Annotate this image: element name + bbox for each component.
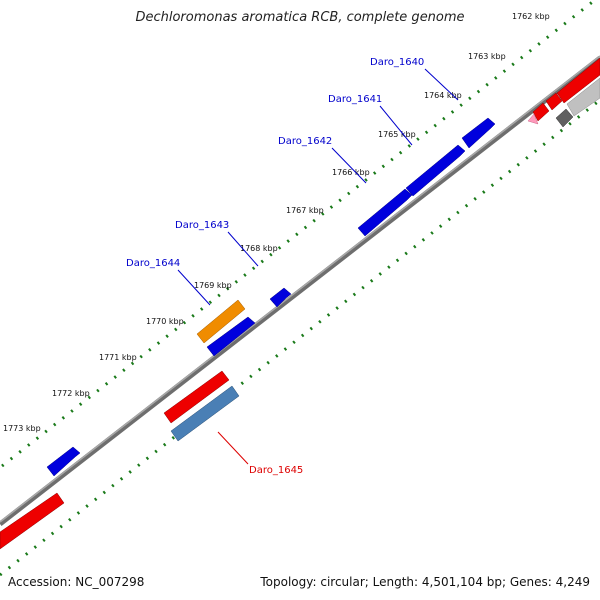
scale-tick-label: 1769 kbp <box>194 281 232 290</box>
gene-arrow-daro-1642[interactable] <box>357 188 413 237</box>
gene-label[interactable]: Daro_1643 <box>175 220 229 231</box>
gene-label-leader-line <box>379 105 413 146</box>
gene-arrow-daro-1640[interactable] <box>461 117 496 149</box>
scale-tick-label: 1765 kbp <box>378 130 416 139</box>
gene-bar-red-lower-left[interactable] <box>0 492 65 550</box>
gene-bar-steel-blue[interactable] <box>170 385 240 442</box>
gene-label[interactable]: Daro_1644 <box>126 258 180 269</box>
map-title: Dechloromonas aromatica RCB, complete ge… <box>135 10 465 25</box>
scale-tick-label: 1762 kbp <box>512 12 550 21</box>
reverse-strand-genes <box>0 370 240 550</box>
genome-backbone-highlight <box>0 55 600 523</box>
gene-label-leader-line <box>177 269 211 306</box>
gene-label[interactable]: Daro_1645 <box>249 465 303 476</box>
gene-label[interactable]: Daro_1642 <box>278 136 332 147</box>
scale-tick-label: 1770 kbp <box>146 317 184 326</box>
gene-bar-red-ur-3[interactable] <box>556 57 600 104</box>
outer-scale-ring <box>1 0 598 468</box>
genome-backbone <box>0 56 600 526</box>
scale-tick-label: 1772 kbp <box>52 389 90 398</box>
scale-tick-label: 1764 kbp <box>424 91 462 100</box>
gene-label[interactable]: Daro_1640 <box>370 57 424 68</box>
gene-label-leader-line <box>217 431 249 465</box>
gene-bar-dark-grey-ur[interactable] <box>555 108 574 128</box>
scale-tick-label: 1767 kbp <box>286 206 324 215</box>
gene-arrow-red-ur-1[interactable] <box>532 102 550 122</box>
gene-label-leader-line <box>227 231 259 267</box>
gene-arrow-daro-1644[interactable] <box>206 316 256 357</box>
gene-label-leader-line <box>424 68 459 101</box>
gene-bar-grey-ur[interactable] <box>566 77 600 117</box>
scale-tick-label: 1768 kbp <box>240 244 278 253</box>
gene-bar-orange[interactable] <box>196 299 246 344</box>
genome-summary-footer: Topology: circular; Length: 4,501,104 bp… <box>260 575 590 589</box>
scale-tick-label: 1766 kbp <box>332 168 370 177</box>
scale-tick-label: 1773 kbp <box>3 424 41 433</box>
scale-tick-labels: 1762 kbp 1763 kbp 1764 kbp 1765 kbp 1766 kbp… <box>3 12 550 433</box>
gene-cluster-upper-right <box>527 57 600 128</box>
gene-arrow-daro-1643[interactable] <box>269 287 292 308</box>
gene-arrow-pink-ur[interactable] <box>527 113 539 125</box>
scale-tick-label: 1763 kbp <box>468 52 506 61</box>
gene-arrow-red-ur-2[interactable] <box>545 92 563 111</box>
gene-labels: Daro_1640 Daro_1641 Daro_1642 Daro_1643 Daro… <box>126 57 459 476</box>
accession-footer: Accession: NC_007298 <box>8 575 145 589</box>
gene-arrow-daro-1645[interactable] <box>163 370 230 424</box>
gene-label-leader-line <box>331 147 367 184</box>
gene-label[interactable]: Daro_1641 <box>328 94 382 105</box>
scale-tick-label: 1771 kbp <box>99 353 137 362</box>
gene-arrow-left-blue[interactable] <box>46 446 81 477</box>
forward-strand-genes <box>46 117 496 477</box>
inner-scale-ring <box>0 98 600 577</box>
